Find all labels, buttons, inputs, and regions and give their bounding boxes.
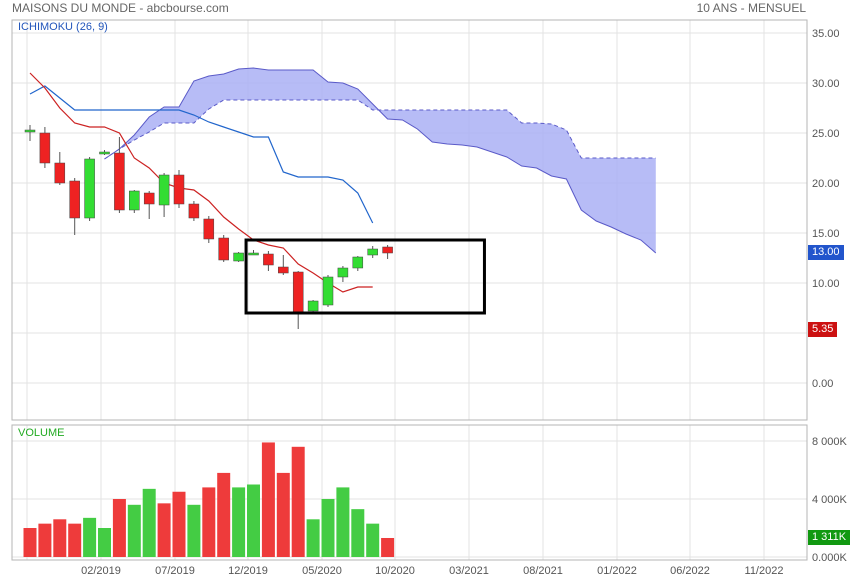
volume-bar (366, 523, 380, 557)
candle-body (263, 253, 274, 266)
chart-period-label: 10 ANS - MENSUEL (696, 1, 806, 15)
volume-bar (291, 446, 305, 557)
x-tick-label: 05/2020 (302, 565, 342, 577)
x-tick-label: 10/2020 (375, 565, 415, 577)
volume-bar (247, 484, 260, 557)
y-tick-label: 30.00 (812, 78, 840, 90)
y-tick-label: 25.00 (812, 128, 840, 140)
volume-bar (112, 499, 126, 557)
candle-body (84, 158, 95, 219)
candle-body (39, 132, 51, 164)
volume-tick-label: 8 000K (812, 436, 848, 448)
candle-body (24, 129, 36, 133)
candle-body (54, 162, 66, 184)
candle-body (188, 203, 200, 219)
x-tick-label: 06/2022 (670, 565, 710, 577)
volume-bar (276, 472, 290, 557)
x-tick-label: 01/2022 (597, 565, 637, 577)
tenkan-sen-line (29, 72, 373, 293)
candle-body (114, 152, 125, 211)
grid-layer (12, 20, 807, 560)
candle-body (248, 252, 259, 256)
volume-bar (232, 487, 246, 557)
x-tick-label: 11/2022 (745, 565, 784, 577)
volume-bar (351, 509, 365, 557)
candle-body (99, 151, 110, 155)
candles (24, 125, 393, 329)
volume-bar (83, 517, 97, 557)
senkou-span-a-line (104, 67, 657, 254)
candle-body (143, 192, 155, 205)
candle-body (173, 174, 185, 205)
volume-bar (217, 472, 231, 557)
kijun-sen-line (29, 85, 374, 224)
candle-body (69, 180, 80, 219)
volume-bar (261, 442, 275, 557)
volume-bar (38, 523, 52, 557)
senkou-span-b-line (104, 99, 656, 160)
candle-body (158, 174, 170, 206)
price-panel-frame (11, 19, 808, 421)
x-tick-label: 12/2019 (228, 565, 268, 577)
volume-bar (172, 491, 186, 557)
volume-title: VOLUME (18, 427, 65, 439)
volume-bar (187, 504, 201, 557)
axis-labels: 02/2019 07/2019 12/2019 05/2020 10/2020 03/20… (81, 28, 847, 577)
ichimoku-lines (29, 72, 374, 293)
volume-tick-label: 4 000K (812, 494, 848, 506)
candle-body (322, 276, 334, 306)
x-tick-label: 07/2019 (155, 565, 195, 577)
volume-bar (306, 519, 320, 557)
y-tick-label: 15.00 (812, 228, 840, 240)
y-tick-label: 20.00 (812, 178, 840, 190)
candle-body (203, 218, 215, 240)
candle-body (292, 271, 304, 314)
candle-body (337, 267, 349, 278)
candle-body (352, 256, 364, 269)
volume-bar (23, 528, 37, 557)
volume-bar (381, 537, 395, 557)
low-price-tag: 5.35 (808, 321, 838, 337)
volume-bar (142, 488, 156, 557)
ichimoku-cloud (104, 67, 657, 254)
candle-body (307, 300, 319, 312)
volume-bar (157, 503, 171, 557)
highlight-box (244, 238, 486, 315)
ichimoku-title: ICHIMOKU (26, 9) (18, 21, 108, 33)
volume-bar (321, 499, 335, 557)
y-tick-label: 35.00 (812, 28, 840, 40)
candle-body (367, 248, 378, 256)
x-tick-label: 02/2019 (81, 565, 121, 577)
candle-body (129, 190, 140, 211)
y-tick-label: 0.00 (812, 378, 833, 390)
volume-bar (336, 487, 350, 557)
last-volume-tag: 1 311K (808, 529, 851, 545)
candle-body (233, 252, 244, 262)
candle-body (382, 246, 393, 254)
candle-body (278, 266, 289, 274)
volume-bar (68, 523, 82, 557)
volume-bar (98, 528, 111, 557)
volume-tick-label: 0.000K (812, 552, 848, 564)
candle-body (218, 237, 229, 261)
last-price-tag: 13.00 (808, 245, 844, 260)
chart-source-title: MAISONS DU MONDE - abcbourse.com (12, 1, 229, 15)
volume-panel-frame (11, 424, 808, 561)
volume-bar (53, 519, 67, 557)
volume-bars (23, 442, 395, 557)
y-tick-label: 10.00 (812, 278, 840, 290)
x-tick-label: 08/2021 (523, 565, 563, 577)
x-tick-label: 03/2021 (449, 565, 489, 577)
volume-bar (127, 504, 141, 557)
cloud-fill (104, 68, 656, 253)
volume-bar (202, 487, 216, 557)
